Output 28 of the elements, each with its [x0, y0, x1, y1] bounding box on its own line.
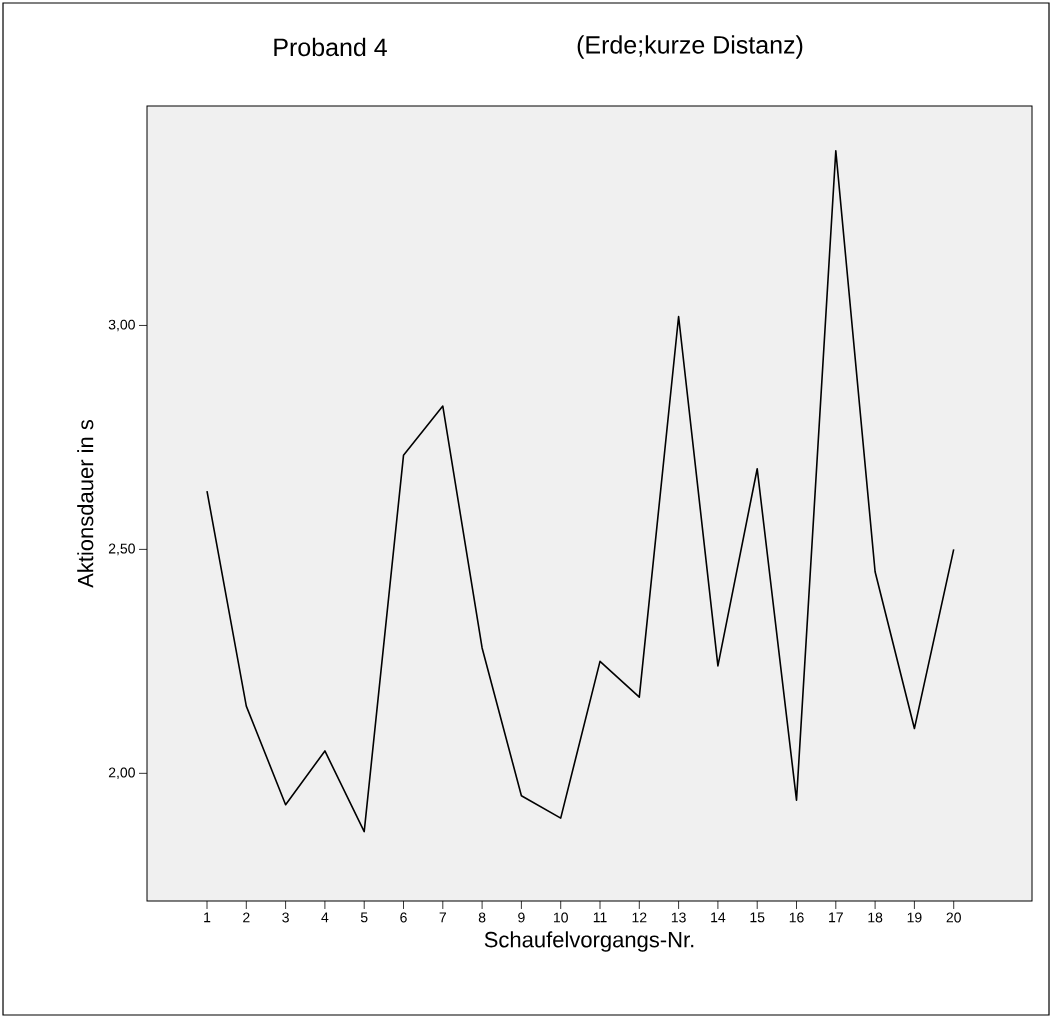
- x-tick-label: 16: [789, 912, 804, 923]
- x-tick-label: 20: [946, 912, 961, 923]
- x-tick-label: 2: [243, 912, 250, 923]
- x-axis-title: Schaufelvorgangs-Nr.: [484, 931, 694, 952]
- x-tick-label: 1: [204, 912, 211, 923]
- x-tick-label: 10: [553, 912, 568, 923]
- x-tick-label: 18: [868, 912, 883, 923]
- x-tick-label: 3: [282, 912, 289, 923]
- chart-subtitle: (Erde;kurze Distanz): [577, 35, 803, 59]
- y-tick-label: 2,50: [108, 543, 135, 556]
- x-tick-label: 11: [593, 912, 607, 923]
- chart-title: Proband 4: [274, 37, 387, 57]
- x-tick-label: 15: [750, 912, 765, 923]
- x-tick-label: 13: [671, 912, 686, 923]
- x-tick-label: 14: [711, 912, 726, 923]
- y-axis-title: Aktionsdauer in s: [77, 419, 94, 588]
- x-tick-label: 4: [321, 912, 329, 923]
- x-tick-label: 5: [360, 912, 368, 923]
- x-tick-label: 6: [400, 912, 407, 923]
- y-tick-label: 2,00: [108, 767, 135, 780]
- x-tick-label: 17: [829, 912, 843, 923]
- line-series: [206, 149, 955, 833]
- x-tick-label: 7: [439, 912, 446, 923]
- x-tick-label: 8: [478, 912, 486, 923]
- x-tick-label: 19: [907, 912, 922, 923]
- x-tick-label: 12: [632, 912, 647, 923]
- y-tick-label: 3,00: [108, 319, 135, 332]
- x-tick-label: 9: [518, 912, 525, 923]
